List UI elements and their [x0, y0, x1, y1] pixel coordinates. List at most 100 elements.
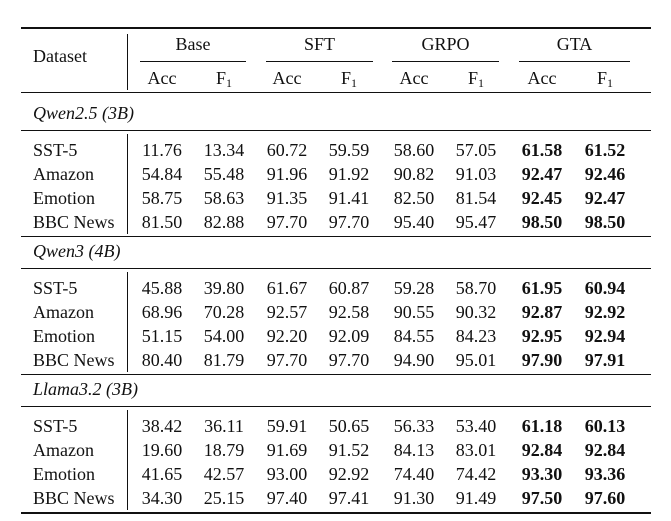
table-cell: 97.70	[266, 212, 308, 232]
table-cell: 97.70	[266, 350, 308, 370]
table-cell: 68.96	[141, 302, 183, 322]
row-dataset-label: BBC News	[33, 350, 115, 370]
row-label-separator	[127, 410, 128, 510]
table-cell: 56.33	[393, 416, 435, 436]
table-cell: 60.94	[584, 278, 626, 298]
table-cell: 97.70	[328, 212, 370, 232]
row-label-separator	[127, 272, 128, 372]
table-cell: 92.47	[584, 188, 626, 208]
table-cell: 61.58	[521, 140, 563, 160]
table-cell: 54.84	[141, 164, 183, 184]
table-cell: 81.50	[141, 212, 183, 232]
table-cell: 11.76	[142, 140, 182, 160]
table-cell: 74.40	[393, 464, 435, 484]
table-cell: 93.30	[521, 464, 563, 484]
row-dataset-label: BBC News	[33, 488, 115, 508]
row-dataset-label: BBC News	[33, 212, 115, 232]
table-cell: 82.88	[203, 212, 245, 232]
row-dataset-label: SST-5	[33, 140, 78, 160]
group-header-sft: SFT	[303, 34, 336, 54]
table-cell: 70.28	[203, 302, 245, 322]
group-rule-grpo	[392, 61, 499, 62]
f1-subscript: 1	[607, 76, 613, 90]
table-cell: 84.13	[393, 440, 435, 460]
table-cell: 91.52	[328, 440, 370, 460]
table-cell: 41.65	[141, 464, 183, 484]
table-cell: 93.36	[584, 464, 626, 484]
table-cell: 91.96	[266, 164, 308, 184]
table-cell: 18.79	[203, 440, 245, 460]
section-bottom-rule	[21, 374, 651, 375]
table-cell: 93.00	[266, 464, 308, 484]
subheader-acc: Acc	[272, 68, 302, 88]
table-cell: 19.60	[141, 440, 183, 460]
table-cell: 45.88	[141, 278, 183, 298]
row-label-separator	[127, 134, 128, 234]
row-dataset-label: Emotion	[33, 464, 95, 484]
table-cell: 58.60	[393, 140, 435, 160]
table-cell: 97.90	[521, 350, 563, 370]
table-cell: 95.01	[455, 350, 497, 370]
group-rule-sft	[266, 61, 373, 62]
table-cell: 61.95	[521, 278, 563, 298]
table-cell: 13.34	[203, 140, 245, 160]
table-cell: 84.55	[393, 326, 435, 346]
table-cell: 92.95	[521, 326, 563, 346]
table-cell: 91.69	[266, 440, 308, 460]
table-cell: 94.90	[393, 350, 435, 370]
row-dataset-label: SST-5	[33, 416, 78, 436]
subheader-f1: F1	[215, 68, 232, 90]
table-cell: 92.94	[584, 326, 626, 346]
table-cell: 97.40	[266, 488, 308, 508]
row-dataset-label: Amazon	[33, 440, 94, 460]
table-cell: 82.50	[393, 188, 435, 208]
table-cell: 58.63	[203, 188, 245, 208]
table-cell: 59.91	[266, 416, 308, 436]
table-cell: 50.65	[328, 416, 370, 436]
table-cell: 39.80	[203, 278, 245, 298]
table-cell: 36.11	[204, 416, 244, 436]
section-title: Qwen2.5 (3B)	[33, 103, 134, 123]
table-cell: 59.28	[393, 278, 435, 298]
row-dataset-label: Emotion	[33, 326, 95, 346]
f1-subscript: 1	[478, 76, 484, 90]
f1-subscript: 1	[351, 76, 357, 90]
table-cell: 92.20	[266, 326, 308, 346]
section-title-rule	[21, 406, 651, 407]
table-cell: 97.60	[584, 488, 626, 508]
row-dataset-label: Amazon	[33, 164, 94, 184]
group-rule-gta	[519, 61, 630, 62]
header-separator	[127, 34, 128, 90]
section-bottom-rule	[21, 236, 651, 237]
table-cell: 74.42	[455, 464, 497, 484]
table-cell: 91.30	[393, 488, 435, 508]
table-cell: 91.03	[455, 164, 497, 184]
table-cell: 83.01	[455, 440, 497, 460]
subheader-f1: F1	[340, 68, 357, 90]
section-title: Llama3.2 (3B)	[33, 379, 138, 399]
table-cell: 61.52	[584, 140, 626, 160]
group-rule-base	[140, 61, 246, 62]
table-cell: 81.54	[455, 188, 497, 208]
table-cell: 57.05	[455, 140, 497, 160]
section-title-rule	[21, 130, 651, 131]
table-cell: 53.40	[455, 416, 497, 436]
table-cell: 92.57	[266, 302, 308, 322]
table-cell: 97.50	[521, 488, 563, 508]
top-rule	[21, 27, 651, 29]
table-cell: 38.42	[141, 416, 183, 436]
group-header-grpo: GRPO	[421, 34, 470, 54]
table-cell: 92.92	[584, 302, 626, 322]
table-cell: 60.72	[266, 140, 308, 160]
group-header-base: Base	[175, 34, 211, 54]
table-cell: 97.91	[584, 350, 626, 370]
section-title-rule	[21, 268, 651, 269]
table-cell: 25.15	[203, 488, 245, 508]
table-cell: 92.84	[521, 440, 563, 460]
dataset-header: Dataset	[33, 46, 87, 66]
table-cell: 95.47	[455, 212, 497, 232]
table-cell: 98.50	[521, 212, 563, 232]
table-cell: 92.87	[521, 302, 563, 322]
table-cell: 54.00	[203, 326, 245, 346]
header-bottom-rule	[21, 92, 651, 93]
